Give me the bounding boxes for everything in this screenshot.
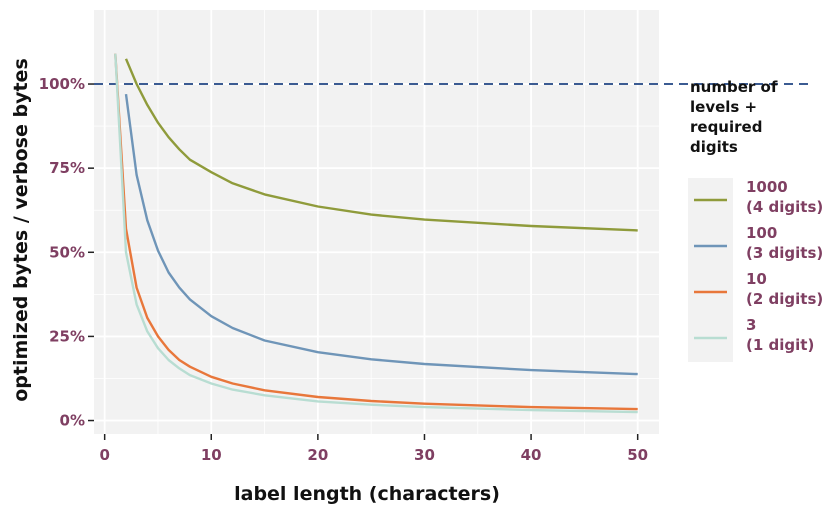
x-axis-title: label length (characters): [234, 483, 500, 505]
y-axis-title: optimized bytes / verbose bytes: [10, 58, 32, 402]
x-tick-label: 50: [627, 446, 648, 464]
legend-key-background: [688, 178, 733, 362]
y-tick-label: 50%: [49, 243, 85, 261]
y-tick-label: 25%: [49, 327, 85, 345]
legend: number of levels + required digits 1000 (4 di…: [688, 78, 823, 362]
legend-entry-label: 10 (2 digits): [746, 270, 823, 308]
legend-entry-label: 3 (1 digit): [746, 316, 814, 354]
x-tick-label: 30: [414, 446, 435, 464]
plot-panel: [94, 10, 659, 434]
x-tick-label: 0: [99, 446, 109, 464]
legend-title: number of levels + required digits: [690, 78, 778, 156]
x-tick-label: 20: [307, 446, 328, 464]
y-tick-label: 0%: [60, 412, 85, 430]
x-tick-label: 40: [521, 446, 542, 464]
x-tick-label: 10: [201, 446, 222, 464]
legend-entry-label: 1000 (4 digits): [746, 178, 823, 216]
legend-entry-label: 100 (3 digits): [746, 224, 823, 262]
y-tick-label: 100%: [39, 75, 85, 93]
y-tick-label: 75%: [49, 159, 85, 177]
